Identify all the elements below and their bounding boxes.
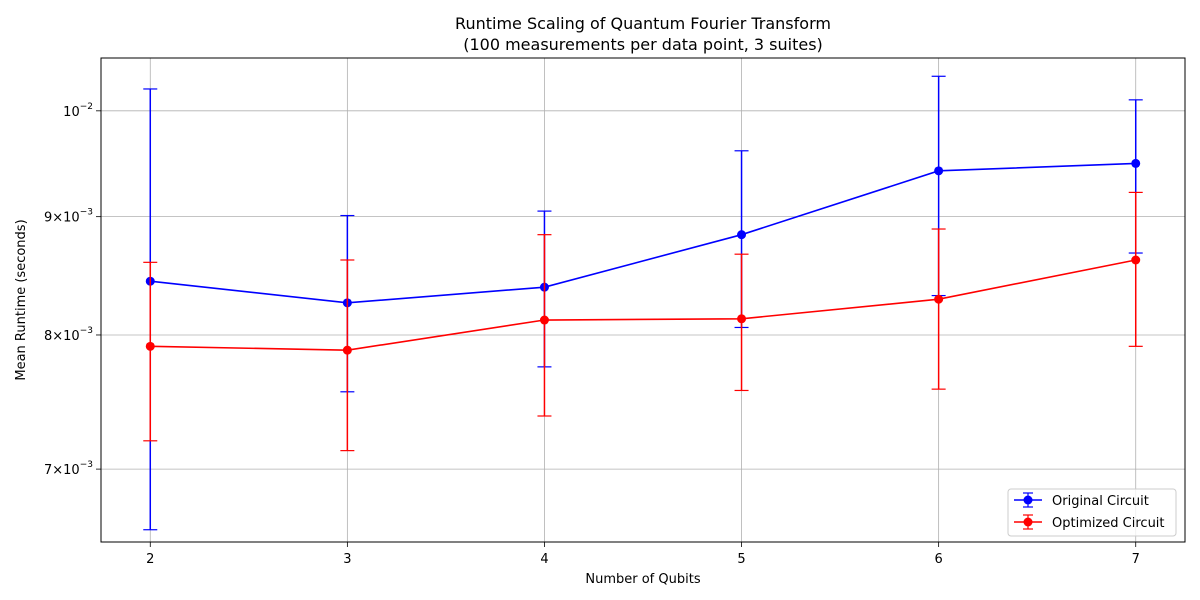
chart-subtitle: (100 measurements per data point, 3 suit… xyxy=(463,35,823,54)
data-point xyxy=(1131,158,1141,168)
data-point xyxy=(342,345,352,355)
data-point xyxy=(737,230,747,240)
y-tick-label: 8×10−3 xyxy=(44,326,93,344)
chart-title: Runtime Scaling of Quantum Fourier Trans… xyxy=(455,14,831,33)
data-point xyxy=(934,166,944,176)
grid-lines xyxy=(101,58,1185,542)
legend-marker xyxy=(1023,517,1033,527)
y-tick-label: 9×10−3 xyxy=(44,208,93,226)
series-layer xyxy=(143,75,1143,531)
data-point xyxy=(737,314,747,324)
y-tick-label: 10−2 xyxy=(63,102,93,120)
series-line xyxy=(150,259,1136,351)
series-line xyxy=(150,162,1136,304)
legend-item: Optimized Circuit xyxy=(1014,514,1165,531)
data-point xyxy=(539,315,549,325)
series-optimized xyxy=(143,191,1143,452)
x-tick-label: 2 xyxy=(146,552,154,567)
y-axis-label: Mean Runtime (seconds) xyxy=(14,219,29,380)
legend-item: Original Circuit xyxy=(1014,492,1149,509)
data-point xyxy=(934,294,944,304)
x-tick-label: 3 xyxy=(343,552,351,567)
legend: Original Circuit Optimized Circuit xyxy=(1007,488,1177,537)
x-axis-label: Number of Qubits xyxy=(585,572,700,587)
legend-marker xyxy=(1023,495,1033,505)
x-tick-label: 4 xyxy=(540,552,548,567)
y-ticks: 7×10−3 8×10−3 9×10−3 10−2 xyxy=(44,102,101,478)
x-tick-label: 6 xyxy=(934,552,942,567)
data-point xyxy=(1131,255,1141,265)
legend-label: Optimized Circuit xyxy=(1052,516,1165,531)
axes-frame xyxy=(100,57,1186,543)
series-original xyxy=(143,75,1143,531)
x-tick-label: 7 xyxy=(1132,552,1140,567)
y-tick-label: 7×10−3 xyxy=(44,460,93,478)
legend-label: Original Circuit xyxy=(1052,494,1149,509)
data-point xyxy=(145,341,155,351)
legend-frame xyxy=(1007,488,1177,537)
x-ticks: 2 3 4 5 6 7 xyxy=(146,542,1140,567)
x-tick-label: 5 xyxy=(737,552,745,567)
